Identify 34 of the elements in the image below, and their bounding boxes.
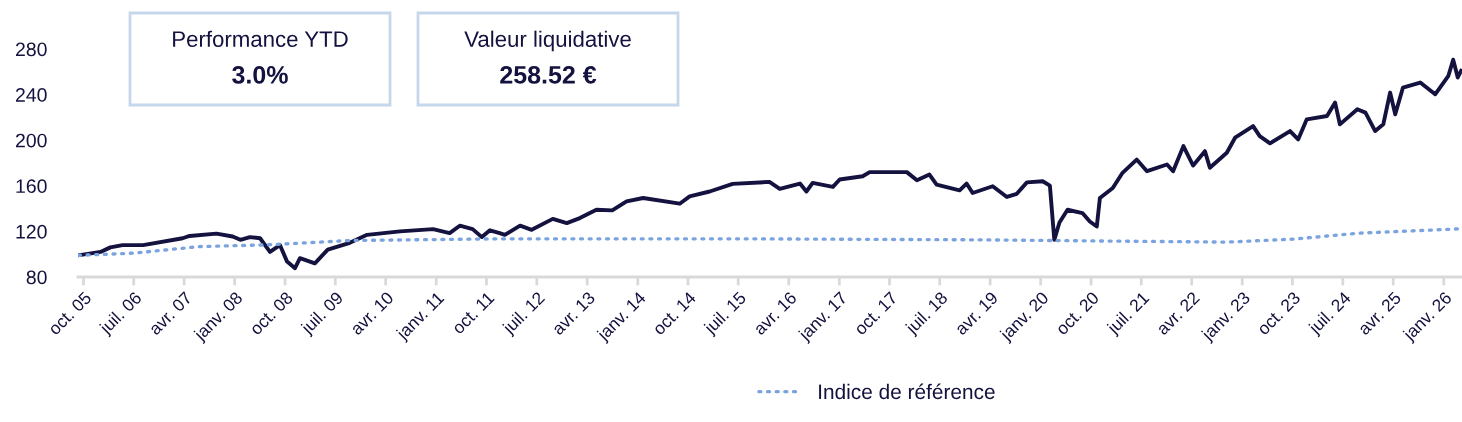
annotation: Valeur liquidative [464,30,631,52]
y-tick-label: 80 [26,270,47,285]
line-series [78,227,1462,258]
y-tick-label: 120 [16,224,47,239]
annotation: 258.52 € [500,66,597,84]
x-tick-label: oct. 05 [47,291,93,336]
x-tick-label: oct. 08 [249,291,294,336]
x-tick-label: juil. 06 [97,290,145,338]
y-tick-label: 160 [16,179,47,194]
text: Performance YTD [173,30,348,47]
legend-label: Indice de référence [819,383,995,400]
y-tick-label: 280 [15,42,47,57]
x-tick-label: juil. 12 [501,290,548,338]
y-tick-label: 200 [15,133,47,148]
x-tick-label: oct. 20 [1055,291,1100,336]
x-tick-label: avr. 19 [954,291,999,336]
x-tick-label: oct. 11 [451,291,495,335]
x-tick-label: juil. 18 [903,290,951,338]
x-tick-label: avr. 22 [1155,291,1201,336]
annotation: 3.0% [232,66,288,84]
x-tick-label: juil. 15 [702,290,750,338]
x-tick-label: oct. 14 [652,291,697,336]
x-tick-label: avr. 13 [551,291,596,336]
x-tick-label: avr. 07 [148,291,193,336]
x-tick-label: avr. 16 [752,291,798,336]
line-series [78,57,1462,271]
x-tick-label: oct. 17 [853,291,898,336]
x-tick-label: avr. 10 [349,291,395,336]
x-tick-label: oct. 23 [1256,291,1301,336]
y-tick-label: 240 [15,88,47,102]
x-tick-label: avr. 25 [1357,291,1402,336]
x-tick-label: juil. 09 [299,290,347,338]
x-tick-label: juil. 24 [1307,290,1354,338]
x-tick-label: juil. 21 [1105,290,1153,338]
